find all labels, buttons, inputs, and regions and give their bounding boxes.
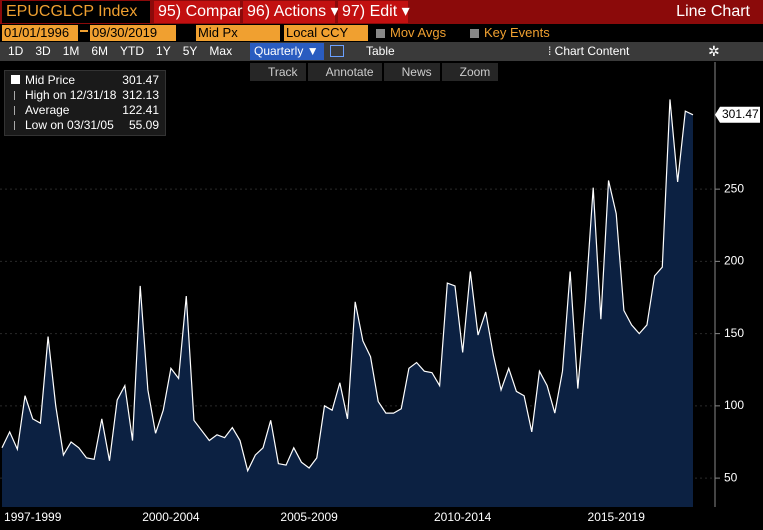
view-title: Line Chart (676, 3, 750, 20)
range-button[interactable]: 1D (8, 44, 24, 58)
field-select[interactable]: Mid Px (196, 25, 280, 41)
end-date[interactable]: 09/30/2019 (90, 25, 176, 41)
x-tick-label: 2005-2009 (280, 510, 338, 524)
range-button[interactable]: 5Y (182, 44, 198, 58)
mov-avgs[interactable]: Mov Avgs (390, 25, 447, 40)
stat-value: 312.13 (122, 88, 159, 102)
range-button[interactable]: 1Y (156, 44, 171, 58)
key-events[interactable]: Key Events (484, 25, 550, 40)
range-button[interactable]: 1M (62, 44, 80, 58)
stat-marker (14, 106, 15, 115)
stat-label: High on 12/31/18 (25, 88, 117, 102)
checkbox[interactable] (376, 29, 385, 38)
legend-swatch (11, 75, 20, 84)
stat-marker (14, 121, 15, 130)
stat-marker (14, 91, 15, 100)
y-tick-label: 150 (724, 326, 744, 340)
range-button[interactable]: 6M (91, 44, 109, 58)
tool-button[interactable]: News (383, 63, 440, 81)
x-tick-label: 2015-2019 (588, 510, 646, 524)
y-tick-label: 100 (724, 398, 744, 412)
stat-value: 122.41 (122, 103, 159, 117)
checkbox[interactable] (470, 29, 479, 38)
stat-label: Low on 03/31/05 (25, 118, 114, 132)
tool-button[interactable]: Track (250, 63, 306, 81)
legend-value: 301.47 (122, 73, 159, 87)
actions-menu[interactable]: 96) Actions ▾ (243, 1, 339, 23)
date-dash (80, 30, 88, 32)
y-tick-label: 200 (724, 254, 744, 268)
edit-label: 97) Edit (342, 3, 398, 20)
x-tick-label: 2000-2004 (142, 510, 200, 524)
range-bar (0, 42, 763, 61)
x-tick-label: 2010-2014 (434, 510, 492, 524)
settings-icon[interactable]: ✲ (708, 43, 720, 59)
stat-label: Average (25, 103, 70, 117)
price-tag-label: 301.47 (722, 107, 759, 121)
ticker[interactable]: EPUCGLCP Index (2, 1, 150, 23)
table-button[interactable]: Table (366, 44, 395, 58)
y-tick-label: 250 (724, 181, 744, 195)
actions-label: 96) Actions (247, 3, 327, 20)
price-tag (715, 106, 760, 123)
compare-menu[interactable]: 95) Compare (154, 1, 251, 23)
start-date[interactable]: 01/01/1996 (2, 25, 78, 41)
area (2, 99, 693, 507)
chart-tools: Track Annotate News Zoom (250, 63, 499, 81)
tool-button[interactable]: Annotate (307, 63, 382, 81)
range-button[interactable]: YTD (120, 44, 145, 58)
y-tick-label: 50 (724, 470, 738, 484)
period-select[interactable]: Quarterly ▼ (250, 43, 324, 60)
legend: Mid Price 301.47 High on 12/31/18 312.13 A… (4, 70, 166, 136)
range-buttons: 1D 3D 1M 6M YTD 1Y 5Y Max (2, 43, 238, 60)
chart: 50 100 150 200 250 301.47 1997-1999 2000-2004 20… (0, 62, 760, 524)
stat-value: 55.09 (128, 118, 159, 132)
period-label: Quarterly (254, 44, 304, 58)
chart-content-label: Chart Content (554, 44, 630, 58)
chart-content[interactable]: ⁞ Chart Content (548, 44, 630, 58)
x-tick-label: 1997-1999 (4, 510, 62, 524)
range-button[interactable]: 3D (35, 44, 51, 58)
range-button[interactable]: Max (209, 44, 233, 58)
currency-select[interactable]: Local CCY (284, 25, 368, 41)
legend-name: Mid Price (25, 73, 76, 87)
tool-button[interactable]: Zoom (441, 63, 499, 81)
chart-icon[interactable] (330, 45, 344, 57)
line (1, 99, 694, 473)
edit-menu[interactable]: 97) Edit ▾ (338, 1, 410, 23)
